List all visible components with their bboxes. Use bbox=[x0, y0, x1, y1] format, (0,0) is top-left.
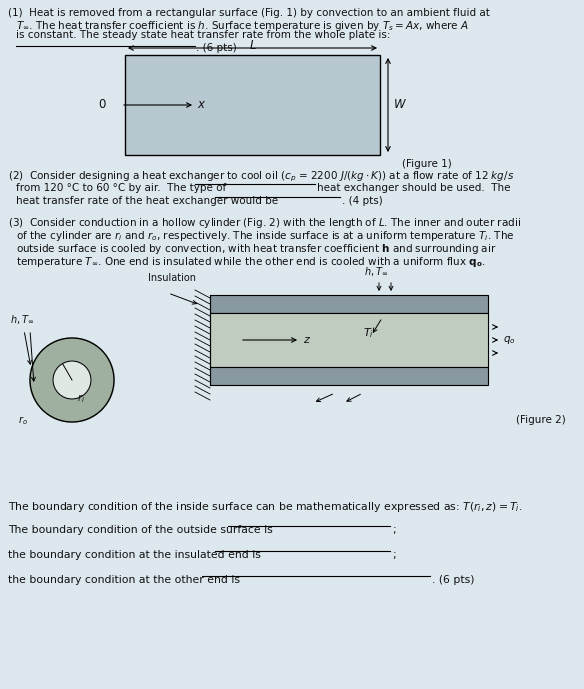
Text: $x$: $x$ bbox=[197, 99, 206, 112]
Circle shape bbox=[30, 338, 114, 422]
Text: $h, T_\infty$: $h, T_\infty$ bbox=[10, 313, 34, 326]
Bar bbox=[210, 313, 488, 367]
Text: . (6 pts): . (6 pts) bbox=[432, 575, 474, 585]
Text: $q_o$: $q_o$ bbox=[503, 334, 516, 346]
Text: $h, T_\infty$: $h, T_\infty$ bbox=[364, 266, 388, 278]
Text: from 120 °C to 60 °C by air.  The type of: from 120 °C to 60 °C by air. The type of bbox=[16, 183, 226, 193]
Text: (Figure 2): (Figure 2) bbox=[516, 415, 566, 425]
Text: $L$: $L$ bbox=[249, 39, 256, 52]
Text: $W$: $W$ bbox=[393, 99, 407, 112]
Text: heat exchanger should be used.  The: heat exchanger should be used. The bbox=[317, 183, 510, 193]
Text: (1)  Heat is removed from a rectangular surface (Fig. 1) by convection to an amb: (1) Heat is removed from a rectangular s… bbox=[8, 8, 490, 18]
Text: ;: ; bbox=[392, 550, 395, 560]
Text: of the cylinder are $r_i$ and $r_o$, respectively. The inside surface is at a un: of the cylinder are $r_i$ and $r_o$, res… bbox=[16, 229, 515, 243]
Text: $0$: $0$ bbox=[98, 99, 107, 112]
Text: $r_i$: $r_i$ bbox=[77, 392, 85, 405]
Bar bbox=[125, 55, 380, 155]
Text: the boundary condition at the other end is: the boundary condition at the other end … bbox=[8, 575, 240, 585]
Text: $T_i$: $T_i$ bbox=[363, 327, 374, 340]
Circle shape bbox=[53, 361, 91, 399]
Text: The boundary condition of the outside surface is: The boundary condition of the outside su… bbox=[8, 525, 273, 535]
Text: is constant. The steady state heat transfer rate from the whole plate is:: is constant. The steady state heat trans… bbox=[16, 30, 391, 40]
Text: (3)  Consider conduction in a hollow cylinder (Fig. 2) with the length of $L$. T: (3) Consider conduction in a hollow cyli… bbox=[8, 216, 521, 230]
Text: outside surface is cooled by convection, with heat transfer coefficient $\mathbf: outside surface is cooled by convection,… bbox=[16, 242, 496, 256]
Text: heat transfer rate of the heat exchanger would be: heat transfer rate of the heat exchanger… bbox=[16, 196, 278, 206]
Bar bbox=[210, 295, 488, 313]
Text: Insulation: Insulation bbox=[148, 273, 196, 283]
Bar bbox=[210, 367, 488, 385]
Text: The boundary condition of the inside surface can be mathematically expressed as:: The boundary condition of the inside sur… bbox=[8, 500, 523, 514]
Text: . (4 pts): . (4 pts) bbox=[342, 196, 383, 206]
Text: $T_\infty$. The heat transfer coefficient is $h$. Surface temperature is given b: $T_\infty$. The heat transfer coefficien… bbox=[16, 19, 469, 33]
Text: the boundary condition at the insulated end is: the boundary condition at the insulated … bbox=[8, 550, 261, 560]
Text: $z$: $z$ bbox=[303, 335, 311, 345]
Text: . (6 pts): . (6 pts) bbox=[196, 43, 237, 53]
Text: ;: ; bbox=[392, 525, 395, 535]
Text: $r_o$: $r_o$ bbox=[18, 414, 28, 426]
Text: (Figure 1): (Figure 1) bbox=[402, 159, 452, 169]
Text: temperature $T_\infty$. One end is insulated while the other end is cooled with : temperature $T_\infty$. One end is insul… bbox=[16, 255, 486, 269]
Text: (2)  Consider designing a heat exchanger to cool oil ($c_p$ = 2200 $J/(kg \cdot : (2) Consider designing a heat exchanger … bbox=[8, 170, 515, 185]
